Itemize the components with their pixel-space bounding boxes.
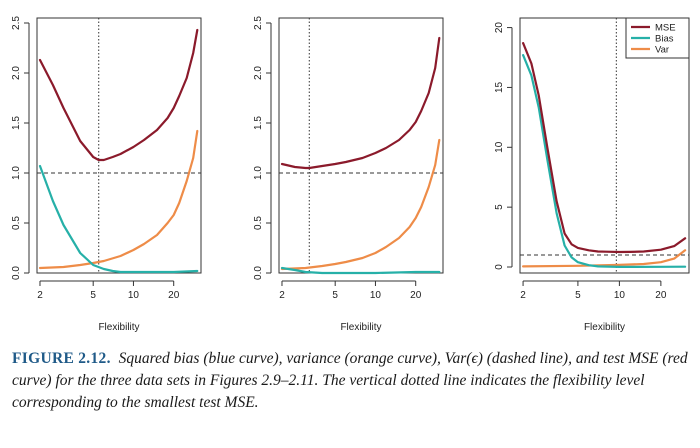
mse-curve [38,28,199,162]
y-tick-label: 1.5 [253,116,264,130]
x-axis-label: Flexibility [98,322,139,333]
y-tick-label: 1.0 [11,166,22,180]
y-tick-label: 2.5 [253,16,264,30]
var-curve [521,249,687,268]
y-tick-label: 0.0 [253,266,264,280]
plot-frame [36,17,202,274]
x-tick-label: 5 [575,290,581,301]
y-tick-label: 20 [494,22,505,34]
figure-label: FIGURE 2.12. [12,350,111,367]
y-tick-label: 1.5 [11,116,22,130]
x-tick-label: 10 [128,290,140,301]
y-tick-label: 1.0 [253,166,264,180]
y-tick-label: 0.0 [11,266,22,280]
legend-label-mse: MSE [655,23,676,34]
plot-frame [278,17,444,274]
mse-curve [280,36,441,170]
y-tick-label: 2.0 [253,66,264,80]
x-axis-label: Flexibility [340,322,381,333]
y-tick-label: 0.5 [11,216,22,230]
legend-label-bias: Bias [655,34,674,45]
panel-1: 2 5 10 20 Flexibility 0.0 0.5 1.0 1.5 2.0 2.5 [11,16,202,333]
panel-2: 2 5 10 20 Flexibility 0.0 0.5 1.0 1.5 2.0 2.5 [253,16,444,333]
plot-frame [519,17,690,274]
x-tick-label: 20 [168,290,180,301]
bias-curve [280,266,441,275]
y-tick-label: 0.5 [253,216,264,230]
x-tick-label: 5 [332,290,338,301]
y-tick-label: 2.0 [11,66,22,80]
x-axis-label: Flexibility [584,322,625,333]
x-tick-label: 2 [520,290,526,301]
x-tick-label: 2 [279,290,285,301]
x-tick-label: 20 [655,290,667,301]
y-tick-label: 5 [494,204,505,210]
y-tick-label: 15 [494,81,505,93]
y-tick-label: 0 [494,264,505,270]
y-tick-label: 2.5 [11,16,22,30]
x-tick-label: 10 [614,290,626,301]
var-curve [38,129,199,270]
legend-label-var: Var [655,45,669,56]
mse-curve [521,41,687,254]
caption-text: Squared bias (blue curve), variance (ora… [12,350,688,411]
var-curve [280,138,441,271]
bias-curve [38,164,199,274]
y-tick-label: 10 [494,141,505,153]
x-tick-label: 5 [90,290,96,301]
figure-caption: FIGURE 2.12. Squared bias (blue curve), … [12,348,692,414]
x-tick-label: 2 [37,290,43,301]
x-tick-label: 10 [370,290,382,301]
x-tick-label: 20 [410,290,422,301]
bias-curve [521,53,687,268]
